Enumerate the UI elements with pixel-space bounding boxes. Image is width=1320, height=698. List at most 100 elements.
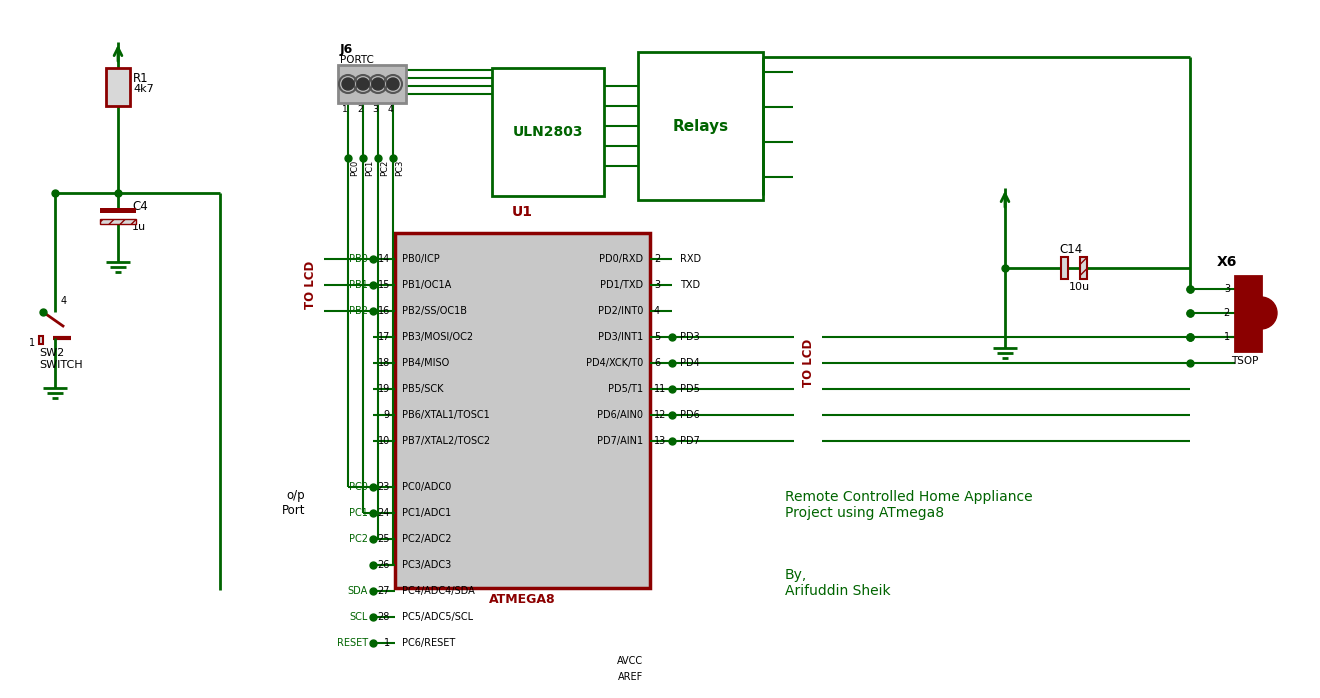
- Text: X6: X6: [1217, 255, 1237, 269]
- Bar: [100, 219, 136, 224]
- Text: o/p
Port: o/p Port: [281, 489, 305, 517]
- Text: PB2: PB2: [348, 306, 368, 316]
- Text: 18: 18: [378, 358, 389, 368]
- Bar: [106, 68, 129, 106]
- Text: 6: 6: [653, 358, 660, 368]
- Text: PC1: PC1: [348, 508, 368, 518]
- Text: 1: 1: [29, 338, 36, 348]
- Text: 17: 17: [378, 332, 389, 342]
- Text: PC6/RESET: PC6/RESET: [403, 638, 455, 648]
- Text: PD3/INT1: PD3/INT1: [598, 332, 643, 342]
- Text: PB2/SS/OC1B: PB2/SS/OC1B: [403, 306, 467, 316]
- Text: PD1/TXD: PD1/TXD: [599, 280, 643, 290]
- Text: PB7/XTAL2/TOSC2: PB7/XTAL2/TOSC2: [403, 436, 490, 446]
- Text: PC0: PC0: [348, 482, 368, 492]
- Text: C14: C14: [1059, 243, 1082, 256]
- Text: PC0/ADC0: PC0/ADC0: [403, 482, 451, 492]
- Text: TSOP: TSOP: [1232, 355, 1258, 366]
- Text: R1: R1: [133, 72, 149, 85]
- Text: PD6: PD6: [680, 410, 700, 420]
- Text: 25: 25: [378, 534, 389, 544]
- Text: Relays: Relays: [672, 119, 729, 133]
- Text: TO LCD: TO LCD: [304, 261, 317, 309]
- Text: TO LCD: TO LCD: [801, 339, 814, 387]
- Text: PD3: PD3: [680, 332, 700, 342]
- Bar: [338, 65, 407, 103]
- Text: PB0/ICP: PB0/ICP: [403, 254, 440, 264]
- Circle shape: [342, 78, 354, 90]
- Text: PD5/T1: PD5/T1: [609, 384, 643, 394]
- Text: 4k7: 4k7: [133, 84, 153, 94]
- Text: 3: 3: [1224, 284, 1230, 294]
- Bar: [1080, 257, 1086, 279]
- Text: ATMEGA8: ATMEGA8: [490, 593, 556, 606]
- Text: PC4/ADC4/SDA: PC4/ADC4/SDA: [403, 586, 475, 596]
- Bar: [1061, 257, 1068, 279]
- Text: PB1/OC1A: PB1/OC1A: [403, 280, 451, 290]
- Text: PB5/SCK: PB5/SCK: [403, 384, 444, 394]
- Text: PC2: PC2: [348, 534, 368, 544]
- Text: J6: J6: [341, 43, 354, 56]
- Text: SCL: SCL: [350, 612, 368, 622]
- Bar: [1236, 276, 1261, 350]
- Text: PD4: PD4: [680, 358, 700, 368]
- Text: 1: 1: [384, 638, 389, 648]
- Text: 1u: 1u: [132, 222, 147, 232]
- Bar: [40, 336, 44, 344]
- Text: TSOP: TSOP: [1243, 301, 1253, 325]
- Text: PD6/AIN0: PD6/AIN0: [597, 410, 643, 420]
- Circle shape: [356, 78, 370, 90]
- Text: PORTC: PORTC: [341, 55, 374, 65]
- Text: PD2/INT0: PD2/INT0: [598, 306, 643, 316]
- Text: 1: 1: [342, 105, 348, 114]
- Text: PB1: PB1: [348, 280, 368, 290]
- Text: 3: 3: [372, 105, 378, 114]
- Text: 2: 2: [653, 254, 660, 264]
- Text: PD7/AIN1: PD7/AIN1: [597, 436, 643, 446]
- Text: 9: 9: [384, 410, 389, 420]
- Text: PC0: PC0: [350, 160, 359, 177]
- Text: PC2: PC2: [380, 160, 389, 177]
- Bar: [492, 68, 605, 196]
- Text: 10u: 10u: [1069, 282, 1090, 292]
- Text: C4: C4: [132, 200, 148, 213]
- Text: TXD: TXD: [680, 280, 700, 290]
- Text: PD4/XCK/T0: PD4/XCK/T0: [586, 358, 643, 368]
- Text: U1: U1: [512, 205, 533, 219]
- Text: PD5: PD5: [680, 384, 700, 394]
- Text: 24: 24: [378, 508, 389, 518]
- Text: 16: 16: [378, 306, 389, 316]
- Text: PC5/ADC5/SCL: PC5/ADC5/SCL: [403, 612, 473, 622]
- Text: PB3/MOSI/OC2: PB3/MOSI/OC2: [403, 332, 473, 342]
- Text: 15: 15: [378, 280, 389, 290]
- Text: 3: 3: [653, 280, 660, 290]
- Circle shape: [387, 78, 399, 90]
- Text: 1: 1: [1224, 332, 1230, 342]
- Text: 13: 13: [653, 436, 667, 446]
- Text: 4: 4: [61, 296, 67, 306]
- Text: 12: 12: [653, 410, 667, 420]
- Text: PB6/XTAL1/TOSC1: PB6/XTAL1/TOSC1: [403, 410, 490, 420]
- Text: PD0/RXD: PD0/RXD: [599, 254, 643, 264]
- Text: Remote Controlled Home Appliance
Project using ATmega8: Remote Controlled Home Appliance Project…: [785, 490, 1032, 520]
- Text: 11: 11: [653, 384, 667, 394]
- Wedge shape: [1261, 297, 1276, 329]
- Text: PB4/MISO: PB4/MISO: [403, 358, 449, 368]
- Text: 23: 23: [378, 482, 389, 492]
- Text: ULN2803: ULN2803: [512, 125, 583, 139]
- Text: 2: 2: [1224, 308, 1230, 318]
- Text: 14: 14: [378, 254, 389, 264]
- Text: PD7: PD7: [680, 436, 700, 446]
- Text: RESET: RESET: [337, 638, 368, 648]
- Text: RXD: RXD: [680, 254, 701, 264]
- Text: 26: 26: [378, 560, 389, 570]
- Text: AREF: AREF: [618, 672, 643, 682]
- Text: PC2/ADC2: PC2/ADC2: [403, 534, 451, 544]
- Text: PC1: PC1: [366, 160, 374, 177]
- Text: PC3: PC3: [395, 160, 404, 177]
- Text: 28: 28: [378, 612, 389, 622]
- Text: AVCC: AVCC: [616, 656, 643, 666]
- Text: PC1/ADC1: PC1/ADC1: [403, 508, 451, 518]
- Bar: [100, 219, 136, 224]
- Text: 2: 2: [358, 105, 363, 114]
